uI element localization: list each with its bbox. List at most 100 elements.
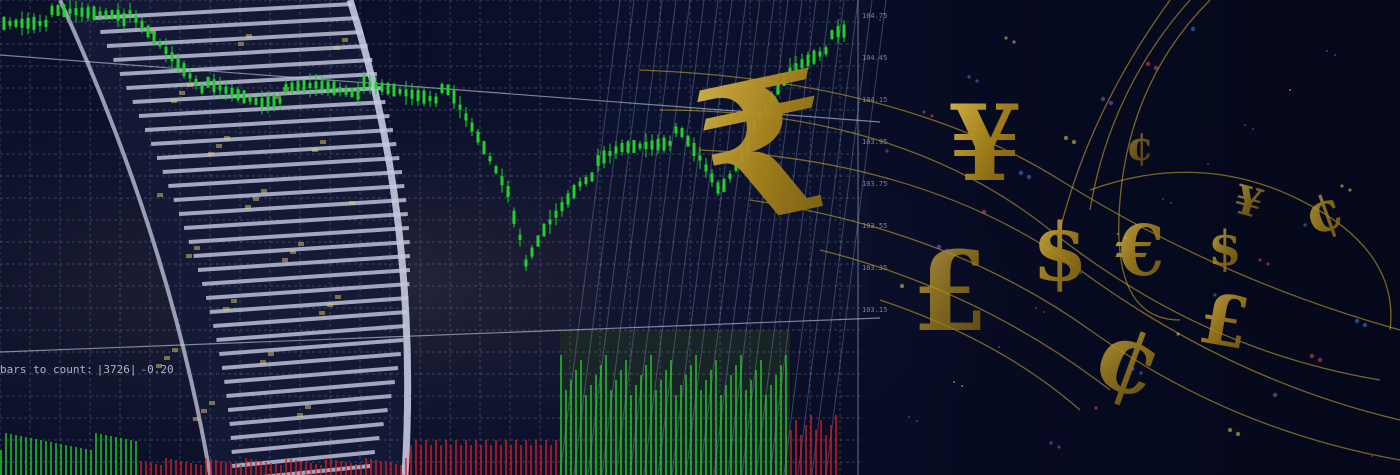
candle-body [332,81,336,95]
volume-bar [770,385,772,475]
volume-bar [695,355,697,475]
candle-body [98,11,102,17]
candle-body [452,90,456,104]
city-light-dot [1004,36,1008,40]
volume-bar [305,462,307,475]
tower-window-light [193,417,199,421]
tower-window-light [342,38,348,42]
volume-bar [430,445,432,475]
volume-bar [370,459,372,475]
city-light-dot [1334,54,1336,56]
candle-body [812,50,816,64]
candle-body [794,63,798,71]
currency-symbol: ¥ [948,81,1021,205]
tower-floor-band [106,30,363,48]
candle-body [230,87,234,97]
readout-value: |3726| [96,363,137,376]
gold-flow-curve [1089,0,1191,211]
candle-body [476,131,480,143]
volume-bar [650,355,652,475]
candle-body [68,8,72,14]
gold-flow-curve [1059,0,1171,231]
tower-window-light [305,405,311,409]
skyscraper [58,0,412,475]
city-light-dot [967,75,971,79]
volume-bar [240,465,242,475]
city-light-dot [944,248,950,254]
candle-body [2,16,6,30]
city-light-dot [1139,371,1143,375]
city-light-dot [1131,367,1135,371]
city-light-dot [1252,128,1254,130]
candle-body [350,88,354,98]
volume-bar [155,464,157,475]
candle-body [74,8,78,16]
volume-bar [310,463,312,475]
volume-bar [720,395,722,475]
gold-flow-curve [749,199,1400,461]
candle-body [800,59,804,69]
candle-body [8,20,12,26]
volume-bar [605,355,607,475]
volume-bar [285,458,287,475]
candle-body [518,234,522,240]
candle-body [644,142,648,149]
city-light-dot [1362,322,1368,328]
volume-bar [760,360,762,475]
tower-window-light [201,409,207,413]
candle-body [236,89,240,101]
candle-body [116,9,120,21]
tower-window-light [298,242,304,246]
gold-flow-curve [639,69,1400,331]
tower-window-light [238,42,244,46]
volume-bar [495,440,497,475]
volume-bar [730,375,732,475]
volume-bar [90,450,92,475]
tower-window-light [297,413,303,417]
volume-bar [745,390,747,475]
volume-bar [185,462,187,475]
candle-body [248,96,252,102]
city-light-dot [879,19,881,21]
price-tick-label: 103.55 [862,222,887,230]
candle-body [164,46,168,54]
price-tick-label: 104.15 [862,96,887,104]
candle-body [140,20,144,30]
tower-floor-band [216,324,406,342]
volume-bar [465,440,467,475]
price-tick-label: 103.75 [862,180,887,188]
city-light-dot [1043,311,1045,313]
candle-body [410,89,414,99]
city-light-dot [1340,184,1344,188]
tower-window-light [312,148,318,152]
volume-bar [170,459,172,475]
candle-body [56,4,60,16]
volume-bar [530,445,532,475]
chart-readout: bars to count: |3726| -0.20 [0,363,178,376]
candle-body [806,54,810,66]
volume-bar [220,461,222,475]
candle-body [686,135,690,147]
volume-bar [25,437,27,475]
candle-body [698,155,702,161]
tower-floor-band [126,72,377,90]
candle-body [380,82,384,92]
candle-body [680,128,684,137]
tower-window-light [157,193,163,197]
volume-bar [75,447,77,475]
candle-body [272,95,276,108]
city-light-dot [1026,174,1032,180]
volume-bar [70,446,72,475]
candle-body [128,10,132,16]
city-light-dot [1190,26,1196,32]
candle-body [50,5,54,15]
building-grid-line [811,0,873,475]
building-grid-line [825,0,887,475]
tower-window-light [327,303,333,307]
volume-bar [330,459,332,475]
candle-body [344,87,348,95]
candle-body [170,52,174,62]
candle-body [434,96,438,104]
candle-body [44,19,48,27]
volume-bar [460,445,462,475]
